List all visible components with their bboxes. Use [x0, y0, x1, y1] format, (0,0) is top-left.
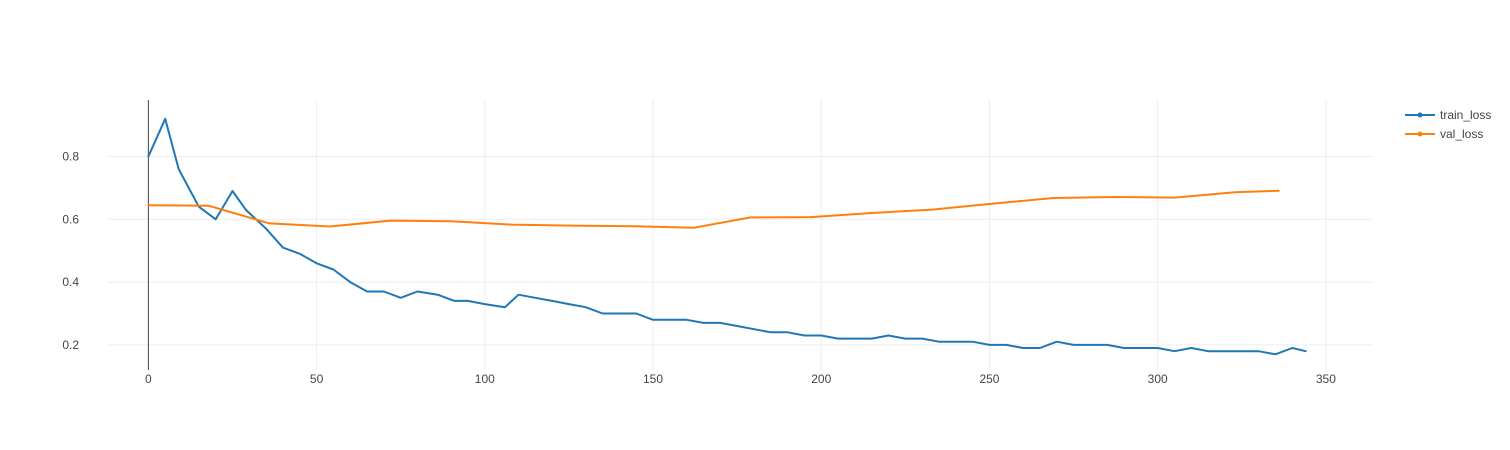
x-tick-label: 250 [979, 372, 999, 386]
y-tick-label: 0.2 [62, 338, 79, 352]
y-tick-label: 0.6 [62, 212, 79, 226]
x-tick-label: 150 [643, 372, 663, 386]
legend-label: train_loss [1440, 108, 1491, 122]
legend-label: val_loss [1440, 127, 1483, 141]
x-tick-label: 300 [1148, 372, 1168, 386]
val-loss-line [147, 189, 1280, 229]
tick-labels: 0 50 100 150 200 250 300 350 0.2 0.4 0.6 0.8 [62, 150, 1336, 386]
x-tick-label: 50 [310, 372, 324, 386]
train-loss-line [147, 117, 1307, 356]
x-tick-label: 0 [145, 372, 152, 386]
series-lines [147, 117, 1307, 356]
x-tick-label: 100 [475, 372, 495, 386]
gridlines [108, 100, 1373, 370]
x-tick-label: 200 [811, 372, 831, 386]
legend[interactable]: train_loss val_loss [1405, 108, 1491, 141]
y-tick-label: 0.4 [62, 275, 79, 289]
legend-marker [1417, 131, 1423, 137]
legend-item-val-loss[interactable]: val_loss [1405, 127, 1483, 141]
legend-item-train-loss[interactable]: train_loss [1405, 108, 1491, 122]
y-tick-label: 0.8 [62, 150, 79, 164]
x-tick-label: 350 [1316, 372, 1336, 386]
legend-marker [1417, 112, 1423, 118]
